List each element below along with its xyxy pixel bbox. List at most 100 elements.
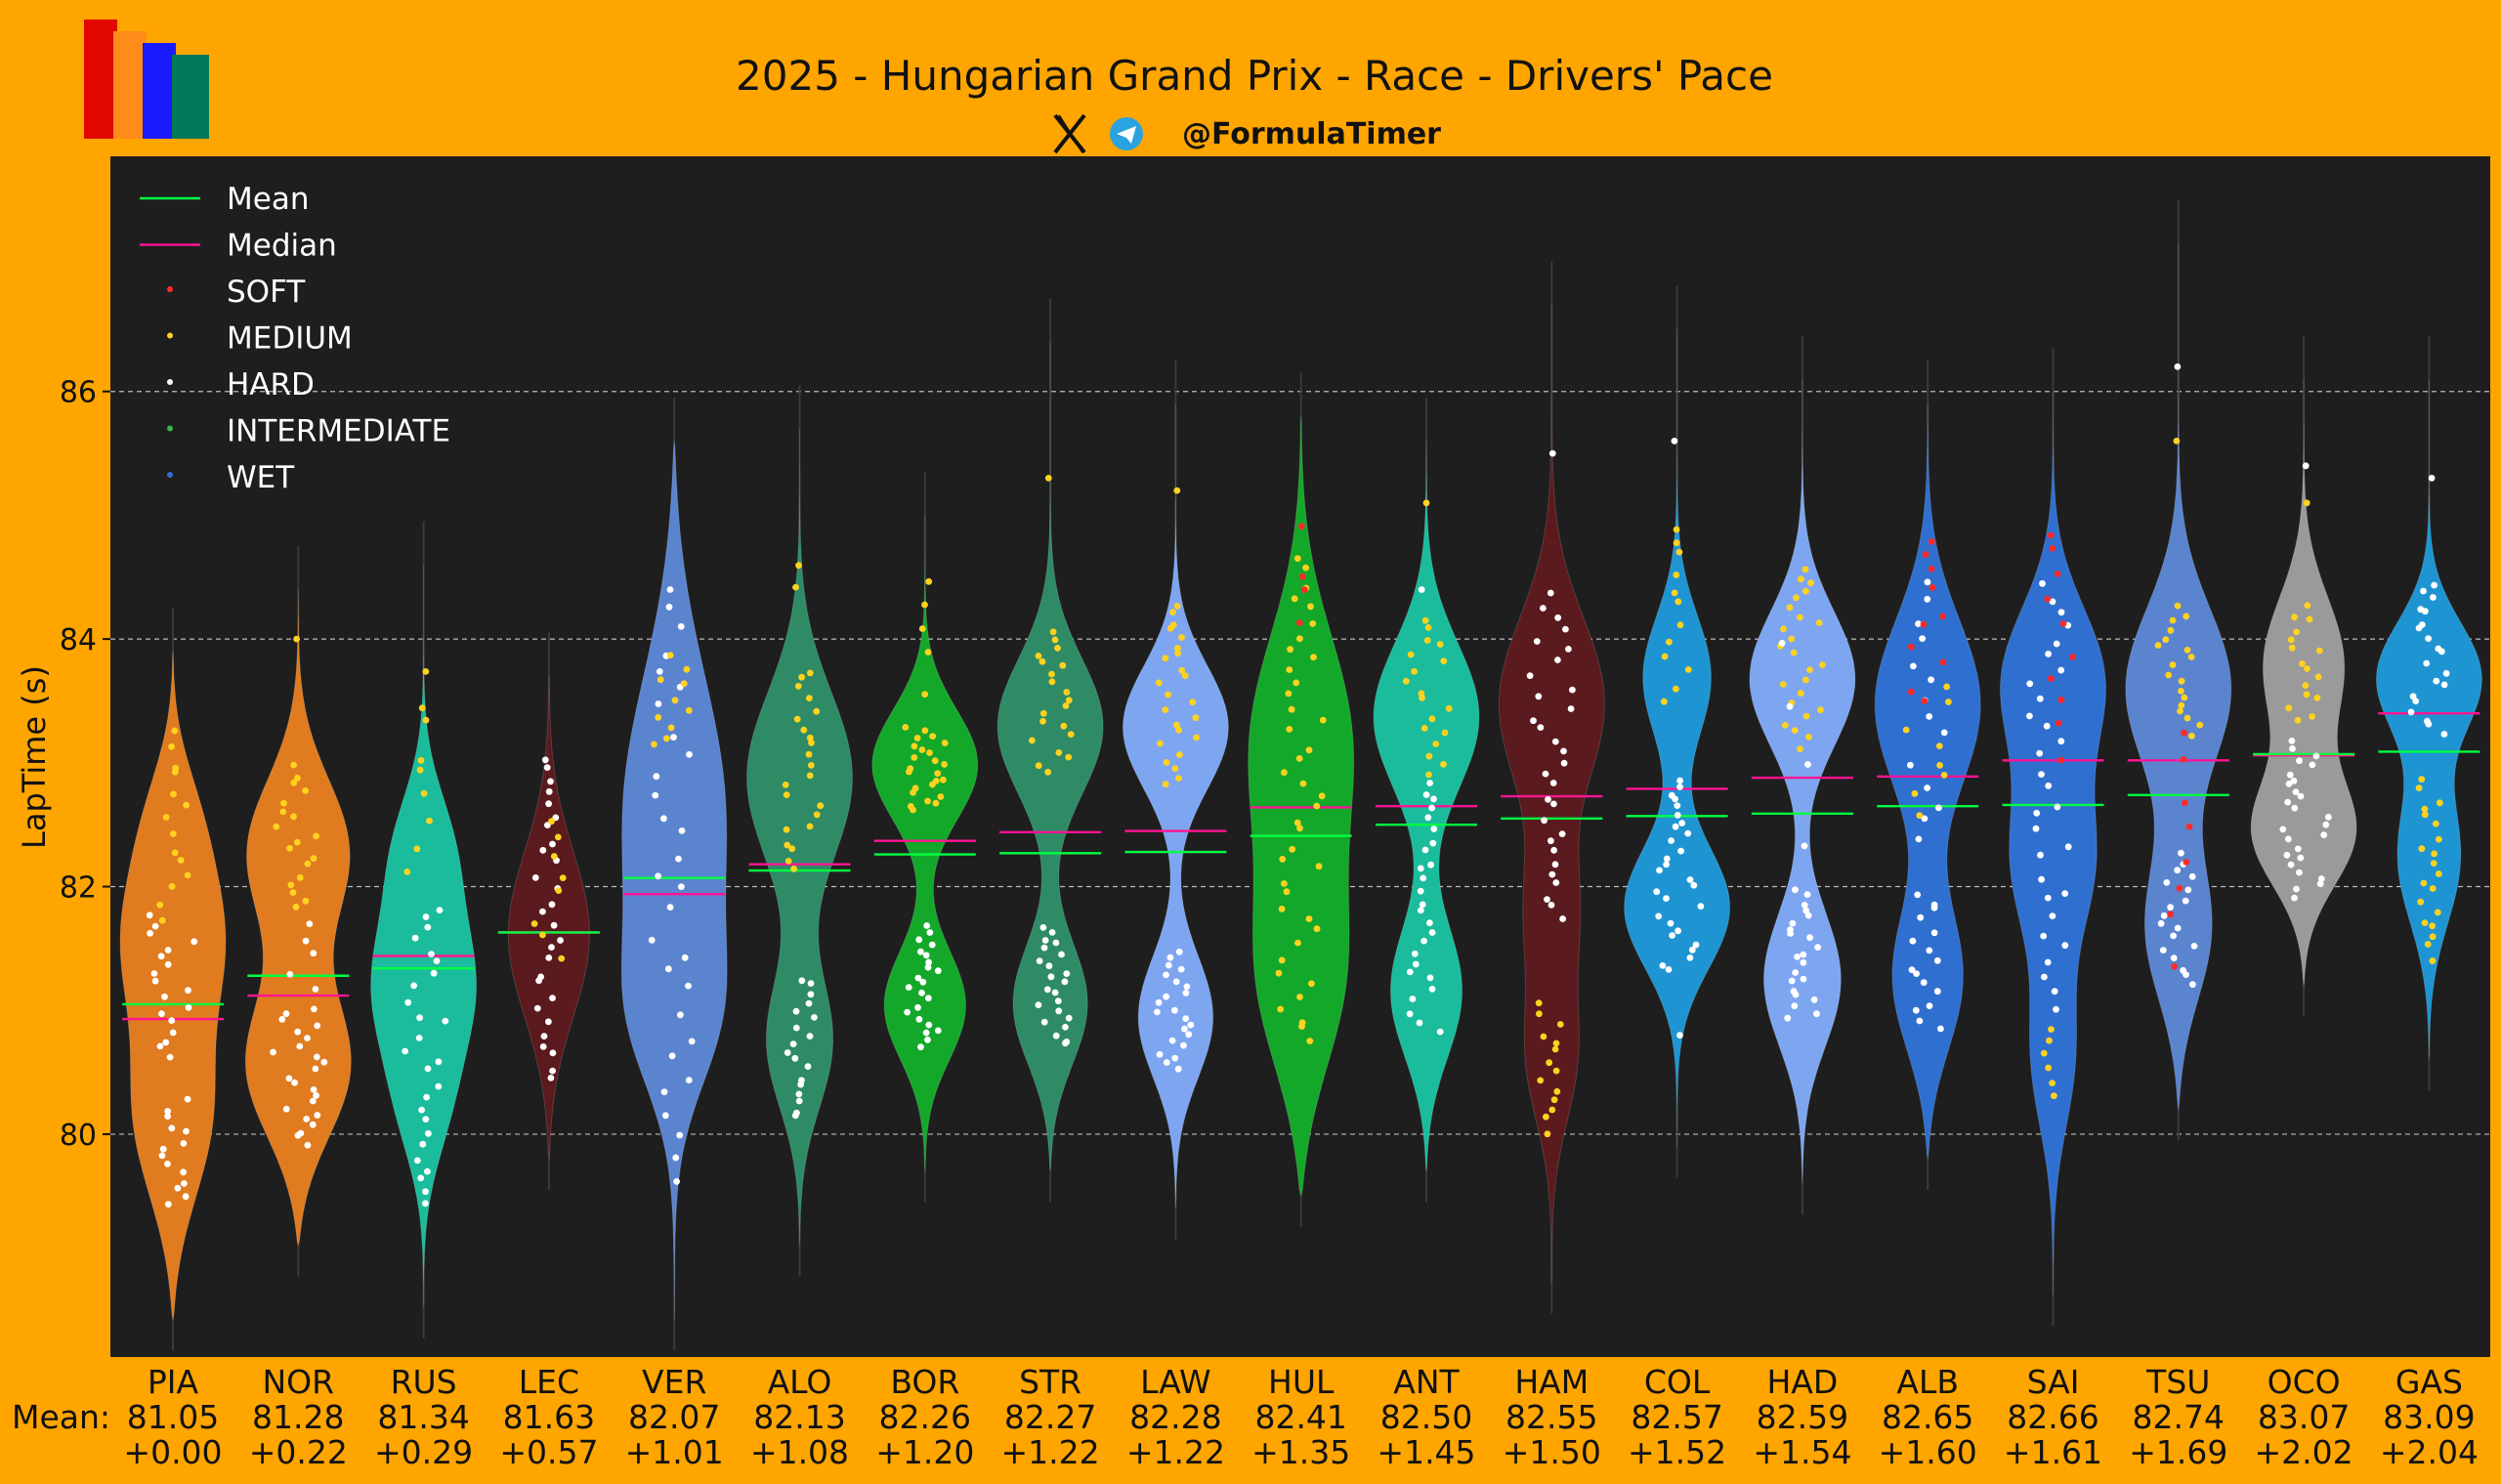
mean-value-VER: 82.07 <box>628 1398 720 1436</box>
lap-point-OCO <box>2302 682 2310 689</box>
lap-point-VER <box>666 586 674 593</box>
lap-point-COL <box>1686 876 1694 883</box>
lap-point-HAM <box>1546 1059 1553 1067</box>
lap-point-NOR <box>303 1116 311 1123</box>
lap-point-HAM <box>1552 1039 1560 1047</box>
lap-point-HUL <box>1315 863 1323 870</box>
lap-point-HUL <box>1295 619 1303 626</box>
lap-point-OCO <box>2303 499 2310 507</box>
lap-point-RUS <box>424 923 432 931</box>
lap-point-HUL <box>1288 705 1295 713</box>
lap-point-BOR <box>921 601 928 609</box>
lap-point-COL <box>1666 638 1673 646</box>
lap-point-GAS <box>2417 606 2425 614</box>
lap-point-RUS <box>422 668 430 675</box>
lap-point-RUS <box>425 1129 432 1137</box>
lap-point-COL <box>1674 812 1681 819</box>
gap-value-HAM: +1.50 <box>1503 1433 1601 1471</box>
lap-point-ANT <box>1428 929 1436 936</box>
lap-point-VER <box>661 1112 669 1120</box>
lap-point-OCO <box>2293 885 2300 893</box>
lap-point-ANT <box>1424 624 1432 631</box>
lap-point-LAW <box>1185 1031 1193 1039</box>
lap-point-VER <box>666 652 674 658</box>
lap-point-ALB <box>1914 891 1922 899</box>
violin-ALO <box>745 428 854 1247</box>
lap-point-LAW <box>1173 721 1180 729</box>
lap-point-LAW <box>1165 691 1171 699</box>
lap-point-RUS <box>422 716 430 724</box>
lap-point-OCO <box>2303 691 2310 699</box>
lap-point-TSU <box>2178 677 2185 685</box>
lap-point-HAM <box>1565 646 1572 653</box>
lap-point-GAS <box>2420 587 2427 595</box>
lap-point-LEC <box>541 756 549 764</box>
lap-point-BOR <box>934 1027 942 1035</box>
lap-point-STR <box>1039 924 1047 931</box>
lap-point-HAM <box>1550 1096 1558 1104</box>
lap-point-ALO <box>807 762 815 769</box>
lap-point-STR <box>1065 1014 1073 1022</box>
lap-point-NOR <box>286 844 293 852</box>
lap-point-LEC <box>559 874 567 881</box>
lap-point-LAW <box>1175 726 1182 734</box>
lap-point-LAW <box>1163 971 1169 979</box>
lap-point-TSU <box>2185 823 2193 830</box>
lap-point-VER <box>662 735 670 742</box>
lap-point-STR <box>1039 657 1046 665</box>
lap-point-BOR <box>911 742 918 750</box>
lap-point-OCO <box>2289 744 2296 752</box>
lap-point-TSU <box>2182 897 2189 905</box>
lap-point-VER <box>676 1131 684 1139</box>
telegram-icon[interactable] <box>1110 117 1143 150</box>
lap-point-PIA <box>164 960 172 968</box>
lap-point-TSU <box>2167 911 2175 918</box>
lap-point-ANT <box>1406 968 1414 976</box>
lap-point-OCO <box>2309 761 2316 769</box>
social-handle[interactable]: @FormulaTimer <box>1182 117 1441 151</box>
lap-point-SAI <box>2026 680 2034 688</box>
lap-point-SAI <box>2054 803 2061 811</box>
lap-point-LEC <box>557 937 564 944</box>
lap-point-BOR <box>924 963 932 971</box>
lap-point-HAM <box>1562 625 1569 633</box>
lap-point-HAD <box>1778 639 1786 647</box>
lap-point-LAW <box>1177 965 1185 973</box>
lap-point-VER <box>673 1178 680 1185</box>
lap-point-HAM <box>1560 759 1568 767</box>
lap-point-LEC <box>545 800 552 808</box>
x-logo-icon[interactable] <box>1053 113 1086 154</box>
lap-point-SAI <box>2055 719 2062 727</box>
lap-point-LAW <box>1182 1015 1190 1022</box>
lap-point-LAW <box>1180 1041 1187 1049</box>
lap-point-HAM <box>1526 672 1534 679</box>
lap-point-STR <box>1059 661 1067 669</box>
lap-point-PIA <box>156 901 164 909</box>
lap-point-ALO <box>792 583 799 591</box>
lap-point-STR <box>1051 636 1059 644</box>
lap-point-TSU <box>2154 642 2162 649</box>
lap-point-SAI <box>2026 712 2033 720</box>
lap-point-COL <box>1665 966 1673 973</box>
lap-point-LEC <box>555 887 563 894</box>
lap-point-COL <box>1676 784 1683 790</box>
lap-point-VER <box>655 713 662 721</box>
lap-point-SAI <box>2046 1037 2053 1044</box>
lap-point-PIA <box>166 1053 174 1061</box>
lap-point-ALO <box>795 1090 803 1098</box>
violin-LAW <box>1122 403 1229 1209</box>
lap-point-NOR <box>296 873 304 881</box>
driver-label-HAM: HAM <box>1514 1363 1589 1401</box>
mean-row-label: Mean: <box>12 1398 110 1436</box>
violin-BOR <box>871 515 979 1171</box>
lap-point-STR <box>1048 670 1055 678</box>
lap-point-VER <box>660 815 667 823</box>
lap-point-ANT <box>1412 960 1420 968</box>
lap-point-ANT <box>1432 741 1440 747</box>
lap-point-TSU <box>2170 954 2178 961</box>
violin-HAM <box>1498 305 1605 1284</box>
lap-point-LEC <box>545 1018 552 1026</box>
lap-point-LAW <box>1171 765 1179 772</box>
lap-point-PIA <box>183 1127 190 1135</box>
lap-point-PIA <box>161 993 168 1000</box>
